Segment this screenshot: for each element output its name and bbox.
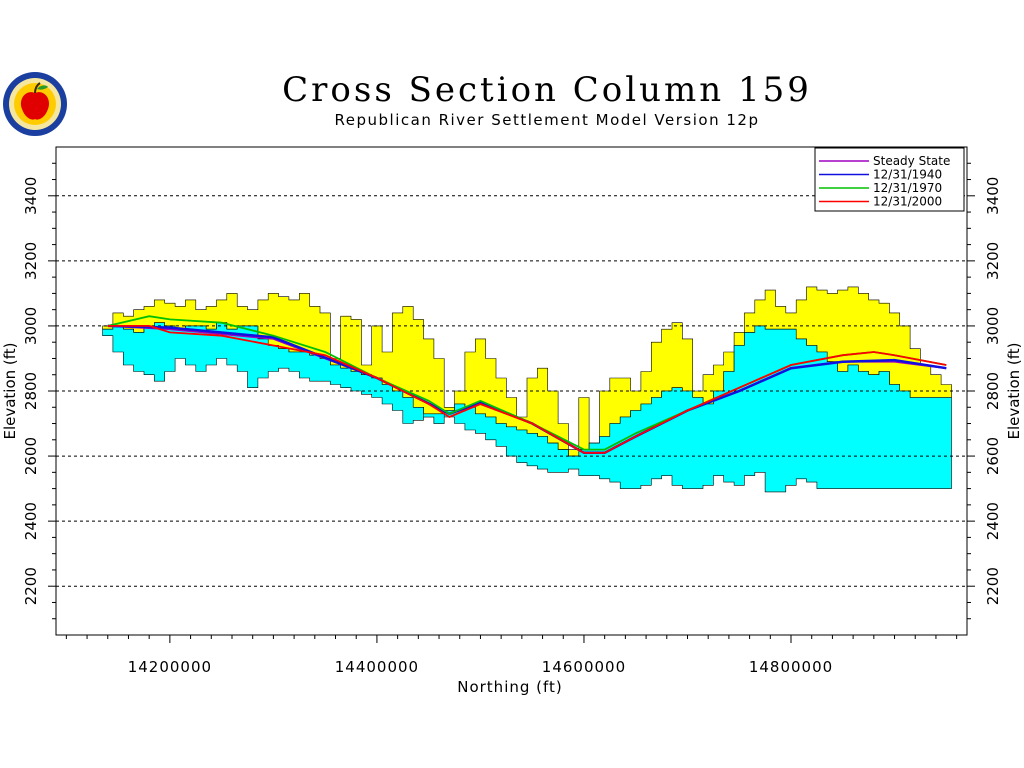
y-tick-label-left: 2200 [22, 567, 40, 605]
layer-fills [102, 286, 952, 493]
y-tick-label-right: 2200 [984, 567, 1002, 605]
legend-box [814, 147, 965, 212]
y-tick-label-right: 2600 [984, 437, 1002, 475]
x-axis-label: Northing (ft) [457, 678, 563, 696]
x-tick-label: 14400000 [335, 658, 419, 676]
y-tick-label-right: 3400 [984, 177, 1002, 215]
y-tick-label-left: 3400 [22, 177, 40, 215]
legend-label: 12/31/2000 [873, 195, 942, 209]
legend-label: Steady State [873, 154, 950, 168]
chart-subtitle: Republican River Settlement Model Versio… [334, 111, 760, 129]
y-tick-label-right: 2400 [984, 502, 1002, 540]
legend: Steady State12/31/194012/31/197012/31/20… [814, 147, 965, 212]
y-tick-label-left: 2400 [22, 502, 40, 540]
legend-label: 12/31/1940 [873, 168, 942, 182]
x-tick-label: 14200000 [128, 658, 212, 676]
legend-label: 12/31/1970 [873, 181, 942, 195]
y-axis-label-right: Elevation (ft) [1005, 342, 1023, 439]
agency-seal-logo [3, 72, 67, 136]
aquifer-layer [102, 322, 952, 493]
chart-title: Cross Section Column 159 [282, 70, 812, 110]
y-tick-label-right: 3000 [984, 307, 1002, 345]
y-tick-label-left: 3200 [22, 242, 40, 280]
series-line-3 [107, 325, 947, 454]
y-tick-label-left: 2600 [22, 437, 40, 475]
y-axis-label-left: Elevation (ft) [1, 342, 19, 439]
x-tick-label: 14600000 [542, 658, 626, 676]
y-axis-ticks: 2200 2200 2400 2400 2600 2600 2800 2800 3000 3000… [22, 162, 1002, 620]
x-axis-ticks: 14200000 14400000 14600000 14800000 [65, 635, 958, 676]
y-tick-label-left: 3000 [22, 307, 40, 345]
y-tick-label-right: 2800 [984, 372, 1002, 410]
gridlines [56, 195, 967, 587]
water-level-lines [107, 315, 947, 455]
y-tick-label-right: 3200 [984, 242, 1002, 280]
y-tick-label-left: 2800 [22, 372, 40, 410]
x-tick-label: 14800000 [749, 658, 833, 676]
